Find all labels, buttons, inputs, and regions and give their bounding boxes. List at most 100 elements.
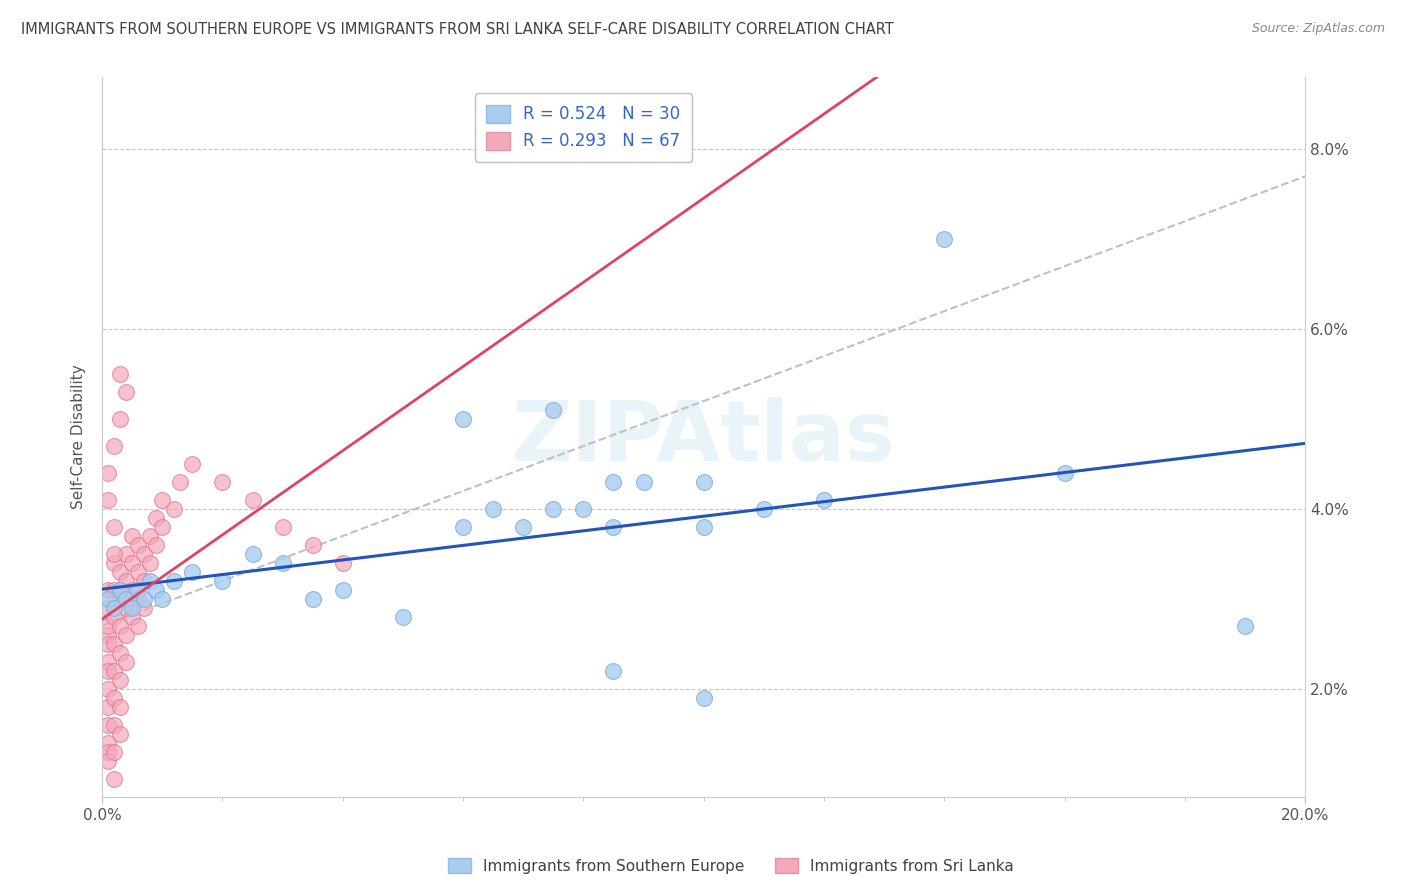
Point [1053,466,1076,480]
Text: ZIPAtlas: ZIPAtlas [512,397,896,477]
Point [451,412,474,426]
Point [97,699,120,714]
Point [110,591,132,606]
Point [134,574,156,588]
Point [110,673,132,687]
Point [139,574,162,588]
Point [97,637,120,651]
Point [97,582,120,597]
Point [121,582,143,597]
Point [692,520,714,534]
Y-axis label: Self-Care Disability: Self-Care Disability [72,365,86,509]
Point [103,637,125,651]
Point [150,493,173,508]
Point [752,502,775,516]
Point [301,591,323,606]
Point [139,529,162,543]
Point [110,565,132,579]
Point [543,403,565,417]
Point [242,493,264,508]
Point [97,628,120,642]
Point [301,538,323,552]
Point [543,502,565,516]
Point [115,591,138,606]
Point [97,493,120,508]
Point [103,520,125,534]
Point [181,565,204,579]
Point [110,727,132,741]
Point [813,493,835,508]
Point [482,502,505,516]
Point [332,582,354,597]
Point [150,520,173,534]
Point [115,385,138,400]
Point [512,520,534,534]
Legend: R = 0.524   N = 30, R = 0.293   N = 67: R = 0.524 N = 30, R = 0.293 N = 67 [475,93,692,162]
Point [134,591,156,606]
Point [97,600,120,615]
Point [145,582,167,597]
Point [115,655,138,669]
Point [97,745,120,759]
Point [103,718,125,732]
Point [97,591,120,606]
Point [127,582,149,597]
Point [103,690,125,705]
Text: Source: ZipAtlas.com: Source: ZipAtlas.com [1251,22,1385,36]
Point [103,610,125,624]
Point [110,699,132,714]
Text: IMMIGRANTS FROM SOUTHERN EUROPE VS IMMIGRANTS FROM SRI LANKA SELF-CARE DISABILIT: IMMIGRANTS FROM SOUTHERN EUROPE VS IMMIG… [21,22,894,37]
Point [103,664,125,678]
Point [127,538,149,552]
Point [392,610,415,624]
Point [121,556,143,570]
Point [103,745,125,759]
Point [121,610,143,624]
Point [103,556,125,570]
Point [97,681,120,696]
Point [97,664,120,678]
Point [150,591,173,606]
Point [115,628,138,642]
Point [934,232,956,246]
Point [242,547,264,561]
Point [163,574,186,588]
Point [134,547,156,561]
Point [169,475,191,489]
Point [97,718,120,732]
Point [139,556,162,570]
Point [572,502,595,516]
Point [163,502,186,516]
Point [271,556,294,570]
Point [633,475,655,489]
Point [103,547,125,561]
Point [115,574,138,588]
Point [97,619,120,633]
Point [692,690,714,705]
Point [602,520,624,534]
Point [97,466,120,480]
Point [121,600,143,615]
Point [211,475,233,489]
Point [127,619,149,633]
Point [332,556,354,570]
Point [97,736,120,750]
Point [103,439,125,453]
Point [110,646,132,660]
Point [211,574,233,588]
Point [103,772,125,786]
Point [103,582,125,597]
Point [121,529,143,543]
Point [97,754,120,768]
Point [145,511,167,525]
Point [145,538,167,552]
Point [110,619,132,633]
Point [181,457,204,471]
Point [110,412,132,426]
Point [602,475,624,489]
Point [97,655,120,669]
Point [103,600,125,615]
Point [134,600,156,615]
Point [602,664,624,678]
Point [271,520,294,534]
